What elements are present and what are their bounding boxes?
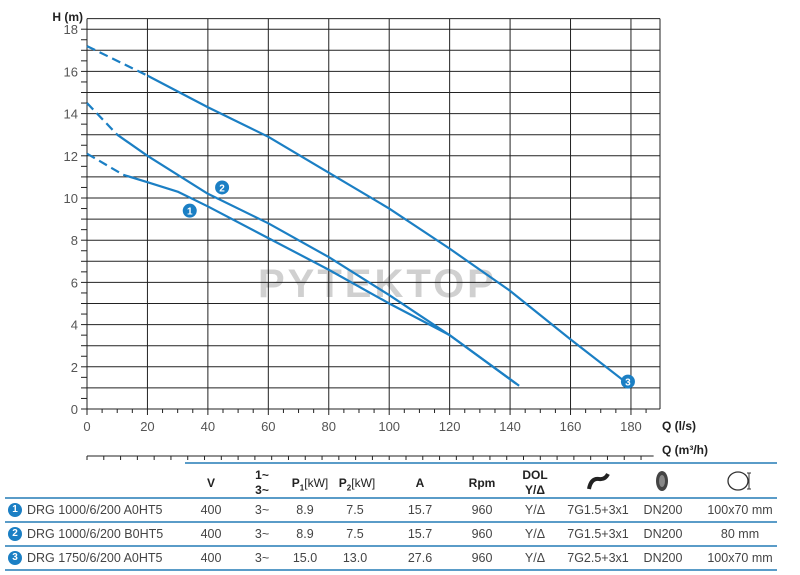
p1-unit: [kW] [304,476,329,490]
curve-3-dashed [86,45,148,77]
cable-icon [585,470,611,496]
curve-marker-2 [215,180,230,195]
y-tick-label: 18 [64,22,78,37]
header-rpm: Rpm [468,476,496,490]
curve-1 [122,173,520,387]
cell-p1: 8.9 [296,527,314,541]
cell-outlet: 80 mm [720,527,760,541]
table-row: 1 DRG 1000/6/200 A0HT5 400 3~ 8.9 7.5 15.7 960 Y… [5,497,777,522]
cell-a: 15.7 [407,527,433,541]
y-tick-label: 16 [64,64,78,79]
model-name: DRG 1000/6/200 A0HT5 [27,503,163,517]
curve-2 [116,133,517,385]
x-tick-label: 40 [201,419,215,434]
model-name: DRG 1000/6/200 B0HT5 [27,527,164,541]
header-phase1: 1~ [255,468,269,482]
table-bottom-line [5,569,777,571]
x-tick-label: 0 [83,419,90,434]
x-tick-label: 140 [499,419,521,434]
p2-label: P [338,476,347,490]
cell-v: 400 [200,527,222,541]
cell-flange: DN200 [643,503,683,517]
cell-outlet: 100x70 mm [707,551,773,565]
flange-icon [650,469,676,497]
x-axis-label: Q (l/s) [662,419,696,433]
pump-curve-chart: 0246810121416180204060801001201401601800… [52,10,708,460]
table-header: V 1~ 3~ P1[kW] P2[kW] A Rpm DOL Y/Δ [185,462,777,499]
x-tick-label: 60 [261,419,275,434]
cell-v: 400 [200,503,222,517]
x-tick-label: 100 [378,419,400,434]
header-v: V [206,476,216,490]
cell-start: Y/Δ [524,527,546,541]
curve-marker-1 [182,203,197,218]
cell-start: Y/Δ [524,551,546,565]
cell-phase: 3~ [254,551,270,565]
cell-cable: 7G1.5+3x1 [567,527,629,541]
curve-1-dashed [86,152,124,176]
model-name: DRG 1750/6/200 A0HT5 [27,551,163,565]
header-dol: DOL [522,468,548,482]
header-a: A [415,476,425,490]
curve-3 [146,74,626,383]
row-number-badge: 2 [8,527,22,541]
y-tick-label: 12 [64,149,78,164]
cell-cable: 7G1.5+3x1 [567,503,629,517]
y-tick-label: 2 [71,360,78,375]
x-tick-label: 180 [620,419,642,434]
table-row: 3 DRG 1750/6/200 A0HT5 400 3~ 15.0 13.0 27.6 96… [5,545,777,570]
header-yd: Y/Δ [525,483,545,497]
cell-flange: DN200 [643,527,683,541]
cell-rpm: 960 [471,551,493,565]
y-tick-label: 14 [64,107,78,122]
curve-marker-label-2: 2 [219,183,225,194]
y-tick-label: 8 [71,233,78,248]
cell-cable: 7G2.5+3x1 [567,551,629,565]
cell-p1: 8.9 [296,503,314,517]
header-phase: 1~ 3~ [255,468,269,498]
curve-2-dashed [86,102,119,136]
cell-a: 15.7 [407,503,433,517]
cell-a: 27.6 [407,551,433,565]
y-tick-label: 4 [71,318,78,333]
x-tick-label: 120 [439,419,461,434]
watermark: PYTEKTOP [258,262,497,306]
curve-marker-label-1: 1 [187,207,193,218]
table-row: 2 DRG 1000/6/200 B0HT5 400 3~ 8.9 7.5 15.7 960 Y… [5,521,777,546]
y-tick-label: 0 [71,402,78,417]
p2-sub: 2 [346,483,352,493]
cell-start: Y/Δ [524,503,546,517]
cell-p2: 13.0 [342,551,368,565]
row-number-badge: 1 [8,503,22,517]
row-number-badge: 3 [8,551,22,565]
curve-marker-3 [620,374,635,389]
curve-marker-label-3: 3 [625,378,631,389]
header-start: DOL Y/Δ [522,468,547,498]
y-tick-label: 10 [64,191,78,206]
x-tick-label: 160 [560,419,582,434]
cell-phase: 3~ [254,527,270,541]
y-axis-label: H (m) [52,10,83,24]
y-tick-label: 6 [71,275,78,290]
x2-axis-label: Q (m³/h) [662,443,708,457]
cell-flange: DN200 [643,551,683,565]
cell-phase: 3~ [254,503,270,517]
p2-unit: [kW] [351,476,376,490]
cell-p2: 7.5 [346,527,364,541]
cell-p1: 15.0 [292,551,318,565]
cell-rpm: 960 [471,503,493,517]
header-p1: P1[kW] [292,476,328,495]
cell-outlet: 100x70 mm [707,503,773,517]
p1-label: P [291,476,300,490]
p1-sub: 1 [299,483,305,493]
cell-v: 400 [200,551,222,565]
x-tick-label: 20 [140,419,154,434]
x-tick-label: 80 [322,419,336,434]
header-phase3: 3~ [255,483,269,497]
cell-p2: 7.5 [346,503,364,517]
outlet-icon [725,470,755,496]
header-p2: P2[kW] [339,476,375,495]
cell-rpm: 960 [471,527,493,541]
